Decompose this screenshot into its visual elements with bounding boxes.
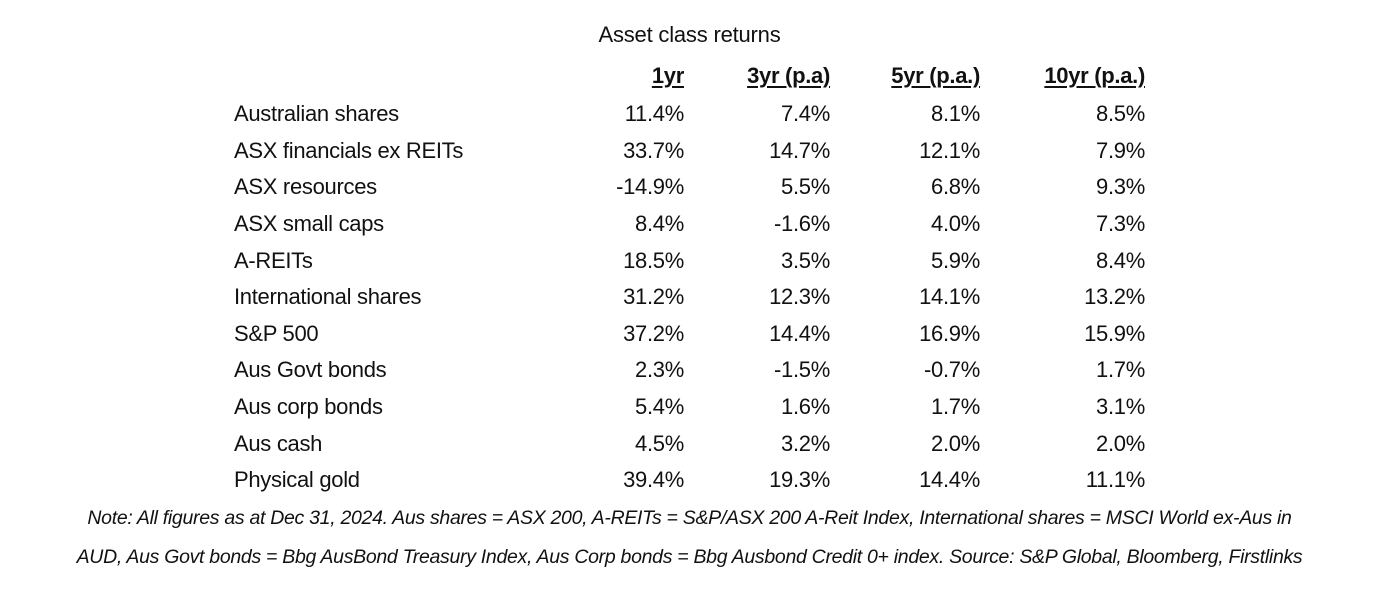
footnote-line-2: AUD, Aus Govt bonds = Bbg AusBond Treasu… bbox=[76, 546, 1303, 568]
value-10yr: 8.5% bbox=[1096, 101, 1145, 127]
value-5yr: 14.4% bbox=[919, 467, 980, 493]
value-10yr: 8.4% bbox=[1096, 247, 1145, 273]
value-3yr: -1.6% bbox=[774, 211, 830, 237]
value-3yr: 7.4% bbox=[781, 101, 830, 127]
table-row: Aus cash 4.5% 3.2% 2.0% 2.0% bbox=[234, 425, 1145, 462]
value-10yr: 15.9% bbox=[1084, 320, 1145, 346]
table-row: ASX small caps 8.4% -1.6% 4.0% 7.3% bbox=[234, 206, 1145, 243]
value-3yr: 1.6% bbox=[781, 394, 830, 420]
row-label: Aus Govt bonds bbox=[234, 357, 387, 383]
value-5yr: 6.8% bbox=[931, 174, 980, 200]
table-row: S&P 500 37.2% 14.4% 16.9% 15.9% bbox=[234, 316, 1145, 353]
value-3yr: -1.5% bbox=[774, 357, 830, 383]
row-label: ASX financials ex REITs bbox=[234, 137, 464, 163]
row-label: Aus corp bonds bbox=[234, 394, 383, 420]
row-label: ASX resources bbox=[234, 174, 377, 200]
value-3yr: 12.3% bbox=[769, 284, 830, 310]
value-1yr: 8.4% bbox=[635, 211, 684, 237]
value-5yr: 8.1% bbox=[931, 101, 980, 127]
value-10yr: 9.3% bbox=[1096, 174, 1145, 200]
header-3yr: 3yr (p.a) bbox=[747, 63, 830, 88]
value-5yr: 5.9% bbox=[931, 247, 980, 273]
row-label: ASX small caps bbox=[234, 211, 384, 237]
value-10yr: 1.7% bbox=[1096, 357, 1145, 383]
value-1yr: 2.3% bbox=[635, 357, 684, 383]
footnote-line-1: Note: All figures as at Dec 31, 2024. Au… bbox=[87, 507, 1292, 529]
row-label: International shares bbox=[234, 284, 422, 310]
value-5yr: 4.0% bbox=[931, 211, 980, 237]
row-label: Aus cash bbox=[234, 430, 323, 456]
value-1yr: 37.2% bbox=[623, 320, 684, 346]
value-5yr: 1.7% bbox=[931, 394, 980, 420]
table-row: ASX financials ex REITs 33.7% 14.7% 12.1… bbox=[234, 133, 1145, 170]
value-10yr: 3.1% bbox=[1096, 394, 1145, 420]
value-1yr: 18.5% bbox=[623, 247, 684, 273]
table-row: Aus Govt bonds 2.3% -1.5% -0.7% 1.7% bbox=[234, 352, 1145, 389]
row-label: S&P 500 bbox=[234, 320, 319, 346]
value-3yr: 5.5% bbox=[781, 174, 830, 200]
value-3yr: 3.2% bbox=[781, 430, 830, 456]
value-3yr: 14.7% bbox=[769, 137, 830, 163]
row-label: Physical gold bbox=[234, 467, 360, 493]
table-row: ASX resources -14.9% 5.5% 6.8% 9.3% bbox=[234, 169, 1145, 206]
value-10yr: 2.0% bbox=[1096, 430, 1145, 456]
value-5yr: 2.0% bbox=[931, 430, 980, 456]
table-title: Asset class returns bbox=[598, 22, 781, 47]
value-3yr: 3.5% bbox=[781, 247, 830, 273]
value-5yr: -0.7% bbox=[924, 357, 980, 383]
table-row: A-REITs 18.5% 3.5% 5.9% 8.4% bbox=[234, 242, 1145, 279]
table-row: Physical gold 39.4% 19.3% 14.4% 11.1% bbox=[234, 462, 1145, 499]
value-3yr: 14.4% bbox=[769, 320, 830, 346]
value-1yr: 5.4% bbox=[635, 394, 684, 420]
value-1yr: -14.9% bbox=[616, 174, 684, 200]
table-header-row: 1yr 3yr (p.a) 5yr (p.a.) 10yr (p.a.) bbox=[234, 56, 1145, 96]
value-1yr: 11.4% bbox=[624, 101, 685, 127]
returns-table: 1yr 3yr (p.a) 5yr (p.a.) 10yr (p.a.) Aus… bbox=[234, 56, 1145, 499]
value-5yr: 16.9% bbox=[919, 320, 980, 346]
header-10yr: 10yr (p.a.) bbox=[1044, 63, 1145, 88]
value-1yr: 4.5% bbox=[635, 430, 684, 456]
row-label: Australian shares bbox=[234, 101, 399, 127]
table-row: Aus corp bonds 5.4% 1.6% 1.7% 3.1% bbox=[234, 389, 1145, 426]
value-5yr: 14.1% bbox=[919, 284, 980, 310]
value-1yr: 39.4% bbox=[623, 467, 684, 493]
value-1yr: 31.2% bbox=[623, 284, 684, 310]
header-1yr: 1yr bbox=[651, 63, 684, 88]
value-10yr: 11.1% bbox=[1085, 467, 1146, 493]
header-5yr: 5yr (p.a.) bbox=[891, 63, 980, 88]
value-10yr: 7.3% bbox=[1096, 211, 1145, 237]
value-10yr: 7.9% bbox=[1096, 137, 1145, 163]
value-5yr: 12.1% bbox=[919, 137, 980, 163]
value-10yr: 13.2% bbox=[1084, 284, 1145, 310]
value-1yr: 33.7% bbox=[623, 137, 684, 163]
table-row: International shares 31.2% 12.3% 14.1% 1… bbox=[234, 279, 1145, 316]
value-3yr: 19.3% bbox=[769, 467, 830, 493]
table-row: Australian shares 11.4% 7.4% 8.1% 8.5% bbox=[234, 96, 1145, 133]
row-label: A-REITs bbox=[234, 247, 313, 273]
